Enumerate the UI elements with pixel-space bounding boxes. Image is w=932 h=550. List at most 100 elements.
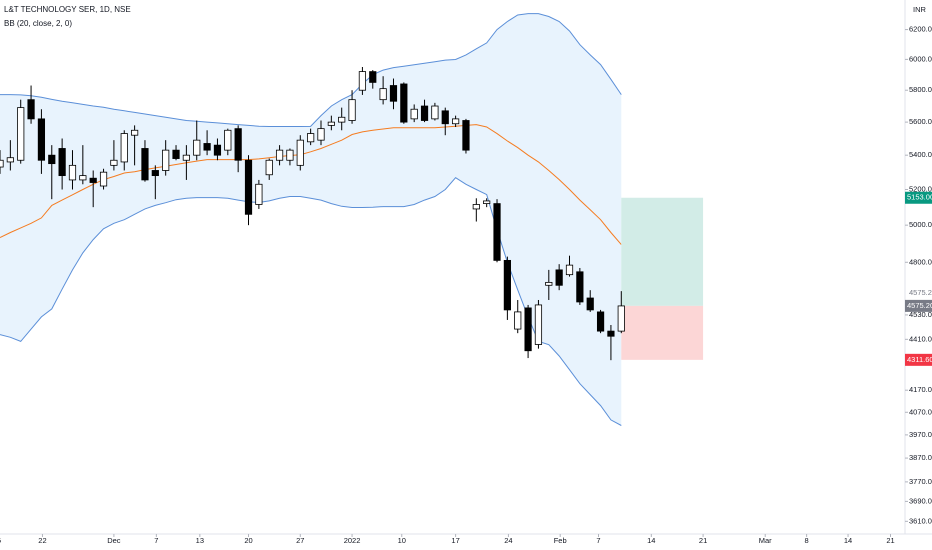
x-tick-label: 14 bbox=[647, 536, 655, 545]
x-tick-label: 24 bbox=[504, 536, 512, 545]
candle-body bbox=[534, 304, 543, 345]
candle-body bbox=[255, 183, 263, 205]
y-tick-label: 4530.00 bbox=[909, 310, 932, 319]
y-tick-label: 4410.00 bbox=[909, 334, 932, 343]
entry-badge-label: 4575.20 bbox=[907, 301, 932, 310]
x-tick-label: 22 bbox=[38, 536, 46, 545]
stop-badge bbox=[905, 353, 932, 366]
x-tick-label: 21 bbox=[886, 536, 894, 545]
plot-area bbox=[0, 13, 704, 426]
candle-body bbox=[317, 128, 325, 141]
y-tick-label: 3870.00 bbox=[909, 453, 932, 462]
band-fill bbox=[0, 13, 622, 426]
band-upper bbox=[0, 13, 622, 127]
candle-body bbox=[576, 271, 584, 303]
y-tick-label: 6200.00 bbox=[909, 25, 932, 34]
x-tick-label: 2022 bbox=[344, 536, 361, 545]
candle-body bbox=[483, 200, 491, 204]
profit-zone bbox=[621, 197, 704, 306]
candle-body bbox=[213, 144, 222, 156]
candle-body bbox=[348, 99, 356, 121]
candle-body bbox=[327, 121, 335, 126]
x-tick-label: 27 bbox=[296, 536, 304, 545]
candle-body bbox=[162, 149, 170, 171]
candle-body bbox=[110, 159, 118, 166]
candle-body bbox=[617, 305, 625, 332]
x-tick-label: Dec bbox=[107, 536, 121, 545]
overlay: 6200.00 6000.00 5800.00 5600.00 5400.00 5200.… bbox=[0, 25, 932, 545]
candle-body bbox=[17, 107, 25, 161]
candle-body bbox=[338, 116, 346, 123]
candle-body bbox=[607, 330, 615, 337]
candle-body bbox=[120, 133, 128, 163]
indicator-label: BB (20, close, 2, 0) bbox=[4, 19, 72, 28]
candle-body bbox=[524, 307, 532, 352]
candle-body bbox=[545, 281, 553, 286]
loss-zone bbox=[621, 305, 704, 360]
candle-body bbox=[286, 149, 294, 161]
candle-body bbox=[27, 99, 35, 120]
candle-body bbox=[58, 148, 66, 177]
candle-body bbox=[37, 118, 46, 161]
y-tick-label: 4170.00 bbox=[909, 385, 932, 394]
candle-body bbox=[379, 88, 387, 101]
candle-body bbox=[555, 269, 563, 286]
candle-body bbox=[244, 159, 253, 215]
candle-body bbox=[452, 118, 460, 125]
candle-body bbox=[6, 157, 14, 163]
candle-body bbox=[503, 259, 511, 311]
band-lower bbox=[0, 177, 622, 426]
chart-title: L&T TECHNOLOGY SER, 1D, NSE bbox=[4, 5, 131, 14]
target-badge-label: 5153.00 bbox=[907, 193, 932, 202]
candle-body bbox=[369, 71, 377, 83]
candle-body bbox=[99, 171, 108, 187]
candle-body bbox=[462, 120, 470, 151]
candle-body bbox=[224, 129, 232, 151]
candle-body bbox=[565, 264, 574, 276]
y-tick-label: 5400.00 bbox=[909, 150, 932, 159]
y-tick-label: 5800.00 bbox=[909, 85, 932, 94]
x-tick-label: 15 bbox=[0, 536, 1, 545]
entry-badge bbox=[905, 299, 932, 312]
candle-body bbox=[79, 175, 87, 181]
y-tick-label: 5000.00 bbox=[909, 220, 932, 229]
candle-body bbox=[410, 108, 418, 120]
x-tick-label: 8 bbox=[805, 536, 809, 545]
y-tick-label: 4800.00 bbox=[909, 257, 932, 266]
candle-body bbox=[400, 83, 408, 123]
candle-body bbox=[172, 149, 180, 159]
x-tick-label: 20 bbox=[244, 536, 252, 545]
candle-body bbox=[0, 159, 4, 168]
candle-body bbox=[296, 139, 304, 166]
candle-body bbox=[193, 139, 201, 156]
candle-body bbox=[472, 204, 480, 210]
y-tick-label: 3770.00 bbox=[909, 477, 932, 486]
y-tick-label: 3690.00 bbox=[909, 496, 932, 505]
last-price-label: 4575.20 bbox=[909, 288, 932, 297]
y-tick-label: 5600.00 bbox=[909, 117, 932, 126]
x-tick-label: 7 bbox=[154, 536, 158, 545]
candle-body bbox=[89, 177, 97, 183]
target-badge bbox=[905, 191, 932, 204]
candle-body bbox=[307, 133, 315, 143]
candle-body bbox=[275, 149, 284, 161]
stop-badge-label: 4311.60 bbox=[907, 355, 932, 364]
candle-body bbox=[493, 203, 501, 261]
candle-body bbox=[151, 170, 159, 177]
candle-body bbox=[586, 297, 594, 311]
candle-body bbox=[358, 71, 367, 91]
y-tick-label: 3610.00 bbox=[909, 516, 932, 525]
candle-body bbox=[203, 143, 211, 151]
candle-body bbox=[420, 105, 429, 121]
x-tick-label: 21 bbox=[699, 536, 707, 545]
currency-label: INR bbox=[913, 5, 927, 14]
candle-body bbox=[431, 105, 439, 120]
candle-body bbox=[441, 110, 449, 125]
x-tick-label: 13 bbox=[196, 536, 204, 545]
candle-body bbox=[265, 159, 273, 176]
y-tick-label: 6000.00 bbox=[909, 54, 932, 63]
candle-body bbox=[596, 311, 605, 332]
x-tick-label: 17 bbox=[451, 536, 459, 545]
